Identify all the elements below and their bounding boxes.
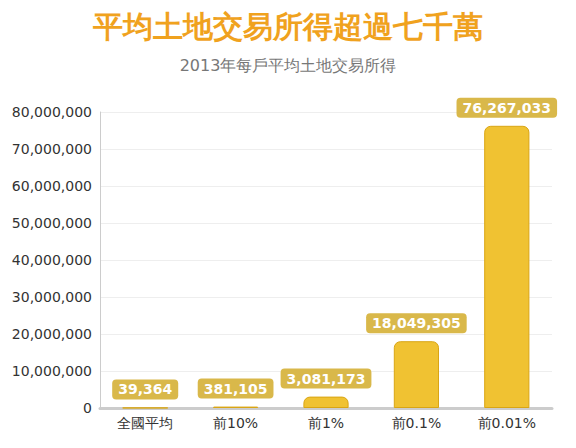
svg-text:10,000,000: 10,000,000 <box>12 363 92 379</box>
svg-text:381,105: 381,105 <box>204 381 268 397</box>
svg-text:18,049,305: 18,049,305 <box>372 315 461 331</box>
svg-text:60,000,000: 60,000,000 <box>12 178 92 194</box>
svg-text:0: 0 <box>83 400 92 416</box>
svg-text:2013年每戶平均土地交易所得: 2013年每戶平均土地交易所得 <box>180 56 397 75</box>
svg-text:50,000,000: 50,000,000 <box>12 215 92 231</box>
svg-text:40,000,000: 40,000,000 <box>12 252 92 268</box>
svg-text:前0.01%: 前0.01% <box>478 415 536 431</box>
svg-text:前1%: 前1% <box>308 415 344 431</box>
svg-text:70,000,000: 70,000,000 <box>12 141 92 157</box>
svg-text:3,081,173: 3,081,173 <box>287 371 366 387</box>
svg-text:80,000,000: 80,000,000 <box>12 104 92 120</box>
svg-text:30,000,000: 30,000,000 <box>12 289 92 305</box>
svg-text:前10%: 前10% <box>213 415 258 431</box>
svg-text:76,267,033: 76,267,033 <box>463 100 552 116</box>
svg-text:全國平均: 全國平均 <box>117 415 173 431</box>
svg-text:前0.1%: 前0.1% <box>392 415 442 431</box>
svg-text:20,000,000: 20,000,000 <box>12 326 92 342</box>
svg-text:39,364: 39,364 <box>118 381 172 397</box>
svg-text:平均土地交易所得超過七千萬: 平均土地交易所得超過七千萬 <box>92 9 483 44</box>
